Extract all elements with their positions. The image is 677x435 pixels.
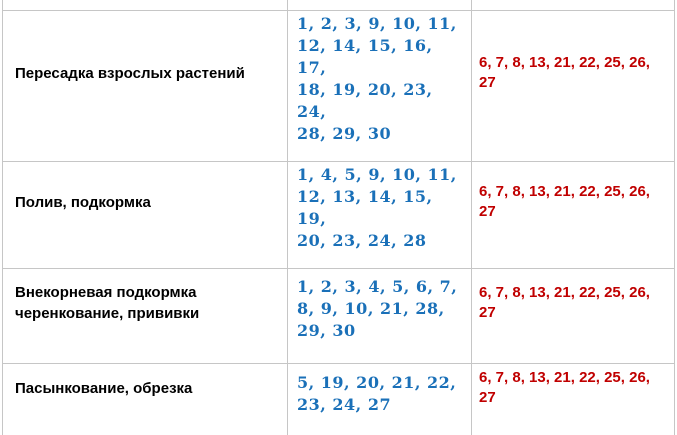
table-row: Пасынкование, обрезка 5, 19, 20, 21, 22,…: [2, 363, 675, 435]
unfavorable-days-cell: 6, 7, 8, 13, 21, 22, 25, 26, 27: [471, 10, 675, 162]
unfavorable-days-cell: 6, 7, 8, 13, 21, 22, 25, 26, 27: [471, 363, 675, 435]
favorable-days-cell: 5, 19, 20, 21, 22, 23, 24, 27: [287, 363, 472, 435]
activity-cell: Внекорневая подкормка черенкование, прив…: [2, 268, 288, 364]
activity-cell: Пересадка взрослых растений: [2, 10, 288, 162]
unfavorable-days-cell: [471, 0, 675, 11]
unfavorable-days-cell: 6, 7, 8, 13, 21, 22, 25, 26, 27: [471, 268, 675, 364]
activity-cell: Полив, подкормка: [2, 161, 288, 269]
favorable-days-cell: 1, 4, 5, 9, 10, 11, 12, 13, 14, 15, 19, …: [287, 161, 472, 269]
unfavorable-days-cell: 6, 7, 8, 13, 21, 22, 25, 26, 27: [471, 161, 675, 269]
table-row: Полив, подкормка 1, 4, 5, 9, 10, 11, 12,…: [2, 161, 675, 269]
activity-cell: Пасынкование, обрезка: [2, 363, 288, 435]
table-row: Пересадка взрослых растений 1, 2, 3, 9, …: [2, 10, 675, 162]
partial-row-top: [2, 0, 675, 11]
favorable-days-cell: 1, 2, 3, 4, 5, 6, 7, 8, 9, 10, 21, 28, 2…: [287, 268, 472, 364]
activity-cell: [2, 0, 288, 11]
favorable-days-cell: 1, 2, 3, 9, 10, 11, 12, 14, 15, 16, 17, …: [287, 10, 472, 162]
favorable-days-cell: [287, 0, 472, 11]
table-row: Внекорневая подкормка черенкование, прив…: [2, 268, 675, 364]
